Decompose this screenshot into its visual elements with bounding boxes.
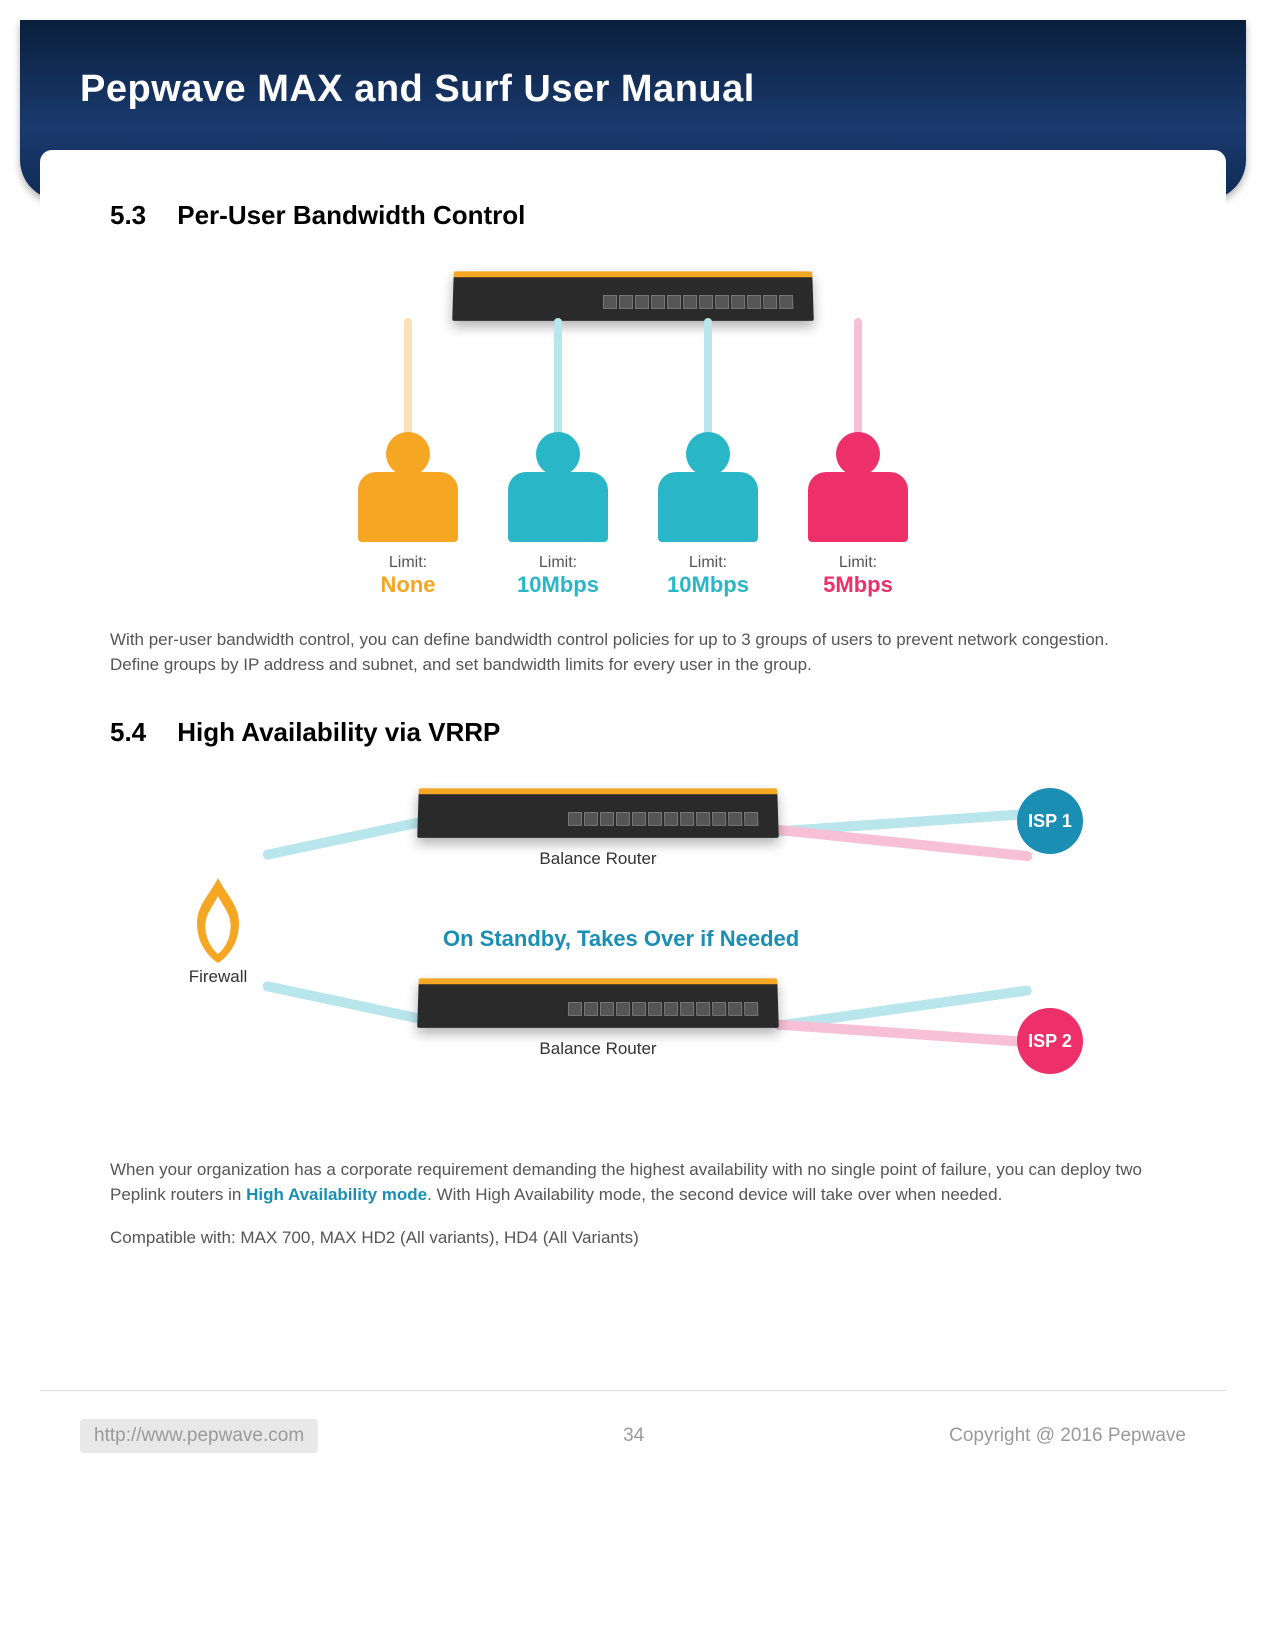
limit-block: Limit:10Mbps xyxy=(667,554,749,598)
body-post: . With High Availability mode, the secon… xyxy=(427,1185,1002,1204)
bandwidth-stripe xyxy=(404,318,412,438)
section-5-3-body: With per-user bandwidth control, you can… xyxy=(110,628,1156,677)
wire-fw-bot xyxy=(262,981,430,1026)
firewall-block: Firewall xyxy=(183,878,253,987)
limit-value: 10Mbps xyxy=(517,572,599,598)
router-label: Balance Router xyxy=(418,1039,778,1059)
isp-2-badge: ISP 2 xyxy=(1017,1008,1083,1074)
flame-icon xyxy=(183,878,253,963)
wire-isp2-bot xyxy=(773,1020,1023,1047)
router-bottom: Balance Router xyxy=(418,978,778,1059)
user-block: Limit:10Mbps xyxy=(503,318,613,598)
limit-label: Limit: xyxy=(517,554,599,572)
isp-1-badge: ISP 1 xyxy=(1017,788,1083,854)
footer: http://www.pepwave.com 34 Copyright @ 20… xyxy=(0,1391,1266,1493)
compatible-text: Compatible with: MAX 700, MAX HD2 (All v… xyxy=(110,1226,1156,1251)
user-block: Limit:None xyxy=(353,318,463,598)
ha-mode-link[interactable]: High Availability mode xyxy=(246,1185,427,1204)
limit-label: Limit: xyxy=(823,554,893,572)
content-area: 5.3 Per-User Bandwidth Control Limit:Non… xyxy=(40,150,1226,1330)
bandwidth-stripe xyxy=(704,318,712,438)
footer-copyright: Copyright @ 2016 Pepwave xyxy=(949,1425,1186,1447)
users-row: Limit:NoneLimit:10MbpsLimit:10MbpsLimit:… xyxy=(110,318,1156,598)
limit-value: None xyxy=(381,572,436,598)
section-title: High Availability via VRRP xyxy=(177,717,500,747)
limit-block: Limit:10Mbps xyxy=(517,554,599,598)
person-icon xyxy=(353,432,463,542)
bandwidth-stripe xyxy=(854,318,862,438)
section-number: 5.3 xyxy=(110,200,170,231)
wire-fw-top xyxy=(262,816,430,861)
standby-text: On Standby, Takes Over if Needed xyxy=(443,926,799,952)
footer-url[interactable]: http://www.pepwave.com xyxy=(80,1419,318,1453)
person-icon xyxy=(503,432,613,542)
router-ports xyxy=(603,295,793,309)
user-block: Limit:5Mbps xyxy=(803,318,913,598)
limit-block: Limit:5Mbps xyxy=(823,554,893,598)
page-title: Pepwave MAX and Surf User Manual xyxy=(20,20,1246,111)
section-5-4-body: When your organization has a corporate r… xyxy=(110,1158,1156,1207)
section-5-3-heading: 5.3 Per-User Bandwidth Control xyxy=(110,200,1156,231)
limit-label: Limit: xyxy=(381,554,436,572)
bandwidth-diagram: Limit:NoneLimit:10MbpsLimit:10MbpsLimit:… xyxy=(110,271,1156,598)
router-top: Balance Router xyxy=(418,788,778,869)
bandwidth-stripe xyxy=(554,318,562,438)
limit-label: Limit: xyxy=(667,554,749,572)
person-icon xyxy=(803,432,913,542)
user-block: Limit:10Mbps xyxy=(653,318,763,598)
section-5-4-heading: 5.4 High Availability via VRRP xyxy=(110,717,1156,748)
ha-diagram: Firewall Balance Router On Standby, Take… xyxy=(183,778,1083,1138)
router-graphic xyxy=(417,789,779,839)
firewall-label: Firewall xyxy=(183,967,253,987)
section-number: 5.4 xyxy=(110,717,170,748)
limit-value: 10Mbps xyxy=(667,572,749,598)
limit-value: 5Mbps xyxy=(823,572,893,598)
footer-page: 34 xyxy=(623,1425,644,1447)
wire-isp1-bot xyxy=(773,825,1033,862)
router-label: Balance Router xyxy=(418,849,778,869)
router-graphic xyxy=(417,979,779,1029)
router-graphic xyxy=(452,271,814,321)
limit-block: Limit:None xyxy=(381,554,436,598)
section-title: Per-User Bandwidth Control xyxy=(177,200,525,230)
person-icon xyxy=(653,432,763,542)
